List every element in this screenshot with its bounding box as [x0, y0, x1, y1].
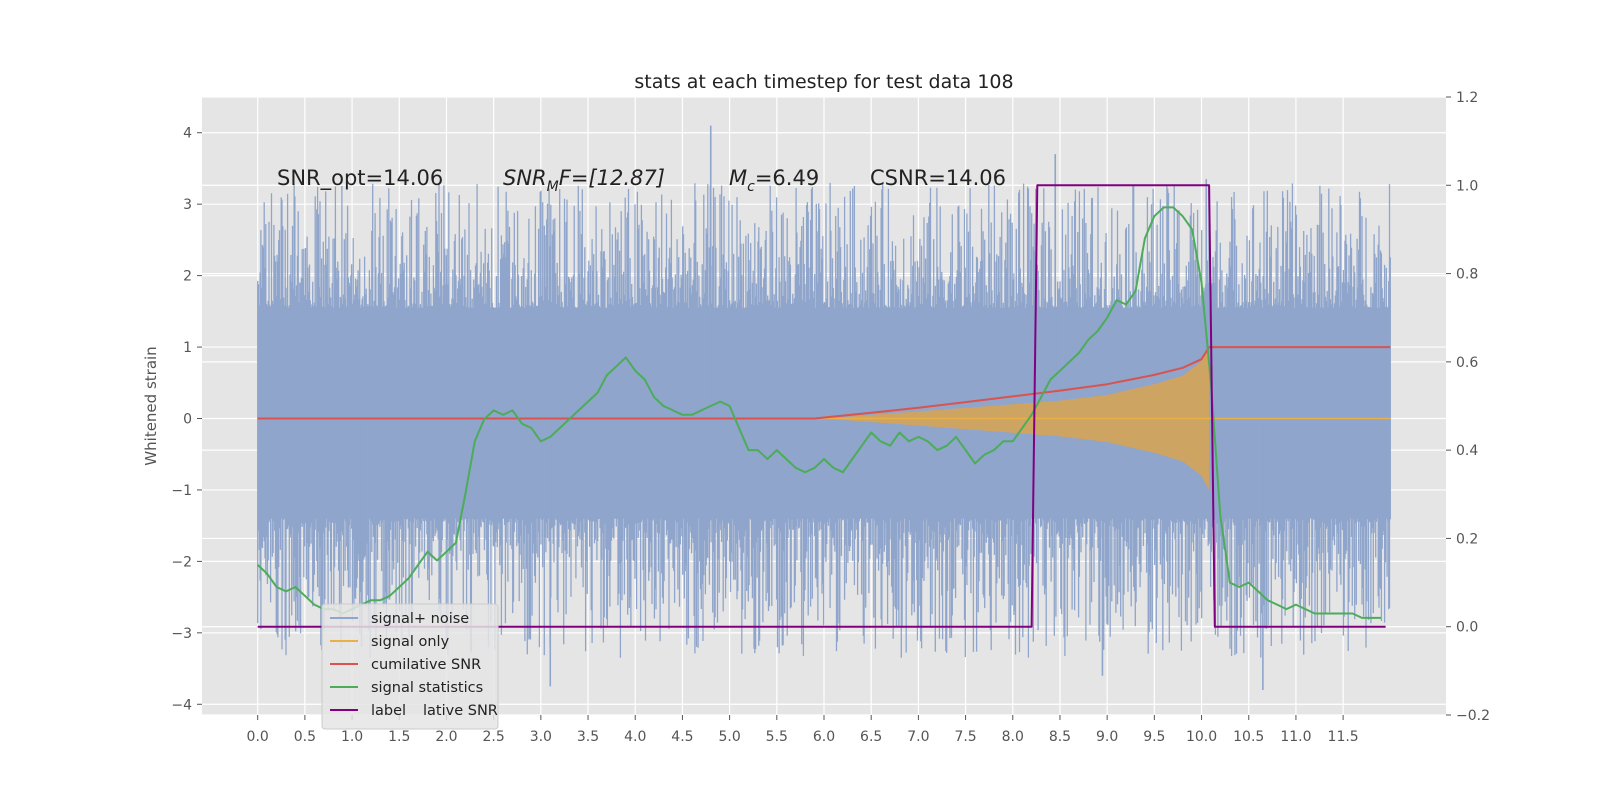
x-tick-label-16: 8.0 — [1002, 729, 1024, 745]
x-tick-label-22: 11.0 — [1280, 729, 1311, 745]
legend-item-signal-only: signal only — [371, 634, 450, 650]
annotation-csnr: CSNR=14.06 — [870, 166, 1006, 190]
y-tick-label-8: −4 — [171, 697, 192, 713]
annotation-snr-opt: SNR_opt=14.06 — [277, 166, 443, 191]
y-tick-label-2: 2 — [183, 269, 192, 285]
annotation-mc-suffix: =6.49 — [755, 166, 819, 190]
series-signal-statistics — [257, 206, 1381, 619]
y2-tick-label-7: −0.2 — [1456, 708, 1490, 724]
series-lines — [257, 184, 1391, 628]
x-tick-label-11: 5.5 — [766, 729, 788, 745]
annotation-mc-prefix: M — [729, 166, 747, 190]
x-tick-label-0: 0.0 — [247, 729, 269, 745]
legend-item-cumulative-snr: cumilative SNR — [371, 657, 481, 673]
y2-tick-label-3: 0.6 — [1456, 355, 1478, 371]
annotation-snr-mf-suffix: F=[12.87] — [559, 166, 665, 190]
y2-tick-label-5: 0.2 — [1456, 531, 1478, 547]
plot-layers — [257, 125, 1391, 690]
x-tick-label-4: 2.0 — [435, 729, 457, 745]
x-tick-label-13: 6.5 — [860, 729, 882, 745]
y-tick-label-3: 1 — [183, 340, 192, 356]
legend-ghost-text: lative SNR — [423, 703, 498, 719]
annotation-snr-mf: SNRMF=[12.87] — [503, 166, 665, 195]
x-tick-label-17: 8.5 — [1049, 729, 1071, 745]
annotation-snr-mf-prefix: SNR — [503, 166, 547, 190]
x-tick-label-14: 7.0 — [907, 729, 929, 745]
annotation-mc-sub: c — [747, 179, 755, 195]
y-tick-label-7: −3 — [171, 626, 192, 642]
annotation-snr-mf-sub: M — [547, 179, 559, 195]
y2-tick-label-6: 0.0 — [1456, 620, 1478, 636]
y2-tick-label-0: 1.2 — [1456, 90, 1478, 106]
axes: 0.0 0.5 1.0 1.5 2.0 2.5 3.0 3.5 4.0 4.5 5.0 5.5 6.0 6… — [171, 90, 1490, 745]
y2-tick-label-1: 1.0 — [1456, 178, 1478, 194]
x-tick-label-2: 1.0 — [341, 729, 363, 745]
y-tick-label-4: 0 — [183, 412, 192, 428]
x-tick-label-10: 5.0 — [718, 729, 740, 745]
legend: signal+ noise signal only cumilative SNR si… — [321, 603, 499, 730]
legend-item-signal-noise: signal+ noise — [371, 611, 469, 627]
x-tick-label-19: 9.5 — [1143, 729, 1165, 745]
x-tick-label-18: 9.0 — [1096, 729, 1118, 745]
legend-item-label: label — [371, 703, 406, 719]
series-label — [257, 184, 1386, 628]
y2-tick-label-4: 0.4 — [1456, 443, 1478, 459]
x-tick-label-3: 1.5 — [388, 729, 410, 745]
annotations: SNR_opt=14.06 SNRMF=[12.87] Mc=6.49 CSNR… — [277, 166, 1006, 195]
annotation-mc: Mc=6.49 — [729, 166, 819, 195]
x-tick-label-5: 2.5 — [483, 729, 505, 745]
series-cumulative-snr — [257, 346, 1391, 420]
chart-title: stats at each timestep for test data 108 — [634, 71, 1013, 93]
y-tick-label-5: −1 — [171, 483, 192, 499]
y-tick-label-0: 4 — [183, 126, 192, 142]
x-tick-label-20: 10.0 — [1186, 729, 1217, 745]
x-tick-label-6: 3.0 — [530, 729, 552, 745]
x-tick-label-9: 4.5 — [671, 729, 693, 745]
x-tick-label-12: 6.0 — [813, 729, 835, 745]
x-tick-label-15: 7.5 — [954, 729, 976, 745]
x-tick-label-7: 3.5 — [577, 729, 599, 745]
y-tick-label-1: 3 — [183, 197, 192, 213]
legend-box — [321, 603, 499, 730]
y-axis-label: Whitened strain — [142, 346, 160, 465]
x-tick-label-8: 4.0 — [624, 729, 646, 745]
legend-item-signal-statistics: signal statistics — [371, 680, 483, 696]
x-tick-label-1: 0.5 — [294, 729, 316, 745]
x-tick-label-23: 11.5 — [1328, 729, 1359, 745]
y2-tick-label-2: 0.8 — [1456, 267, 1478, 283]
y-tick-label-6: −2 — [171, 554, 192, 570]
x-tick-label-21: 10.5 — [1233, 729, 1264, 745]
